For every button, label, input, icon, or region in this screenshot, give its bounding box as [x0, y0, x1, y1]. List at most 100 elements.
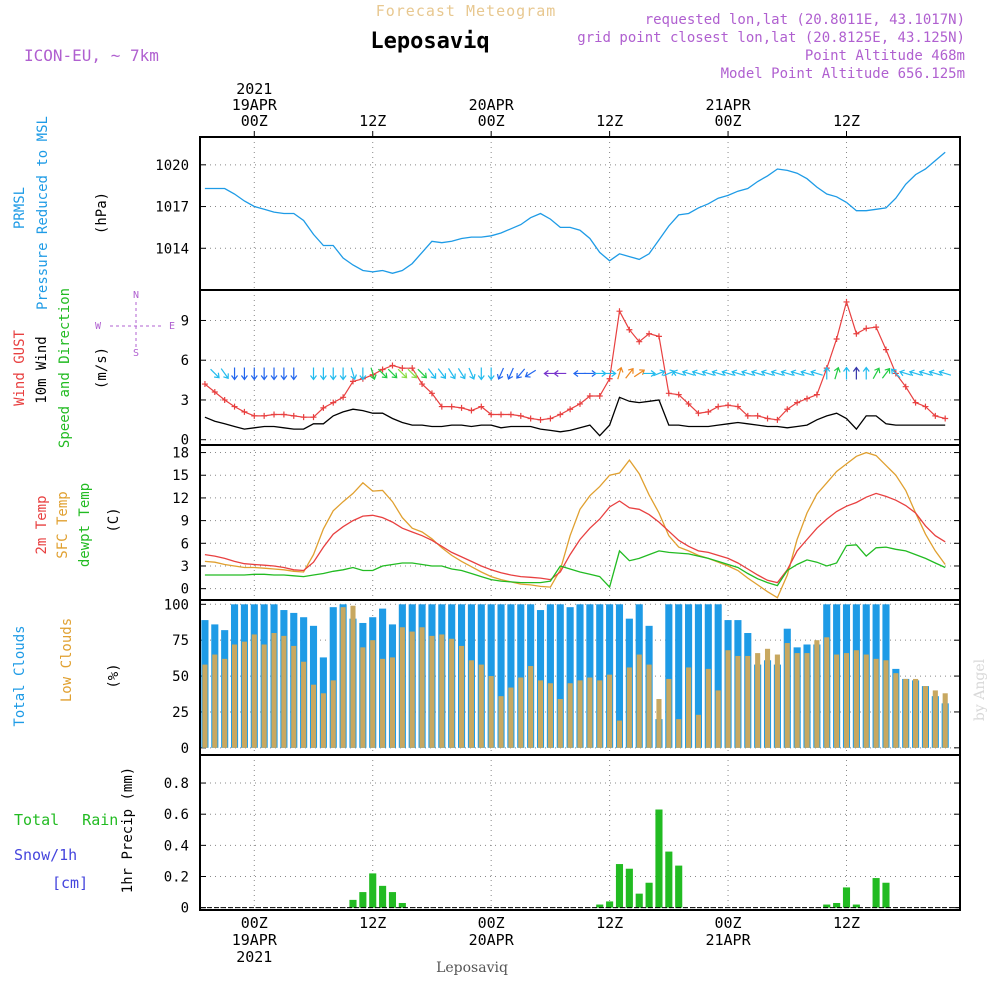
low-cloud-bar	[834, 654, 840, 748]
wind-arrow	[843, 366, 850, 380]
wind-arrow	[671, 369, 685, 377]
gust-marker	[547, 415, 554, 422]
gust-marker	[300, 414, 307, 421]
low-cloud-bar	[399, 627, 405, 748]
wind-arrow	[616, 366, 624, 380]
y-tick-label: 50	[172, 669, 189, 685]
gust-marker	[448, 403, 455, 410]
wind-arrow	[770, 369, 784, 377]
low-cloud-bar	[942, 693, 948, 748]
panel-frame	[199, 754, 961, 911]
total-cloud-bar	[556, 604, 564, 748]
gust-marker	[586, 392, 593, 399]
bottom-tick-label: 21APR	[705, 931, 751, 949]
low-cloud-bar	[883, 660, 889, 748]
wind-10m-line	[204, 396, 946, 437]
rain-bar	[842, 887, 851, 908]
rain-bar	[872, 878, 880, 908]
gust-marker	[646, 330, 653, 337]
low-cloud-bar	[380, 658, 386, 748]
wind-arrow	[872, 367, 881, 379]
low-cloud-bar	[804, 653, 810, 748]
gust-marker	[922, 403, 929, 410]
y-tick-label: 18	[172, 446, 189, 462]
top-tick-label: 20APR	[469, 96, 515, 114]
gust-marker	[389, 362, 396, 369]
precip-panel: Total Rain Snow/1h [cm] 1hr Precip (mm) …	[14, 754, 961, 917]
low-cloud-bar	[745, 655, 751, 748]
top-tick-label: 00Z	[715, 112, 742, 130]
gust-marker	[744, 412, 751, 419]
low-cloud-bar	[202, 664, 208, 748]
gust-marker	[636, 338, 643, 345]
panel-frame	[199, 444, 961, 601]
gust-marker	[537, 416, 544, 423]
wind-10m-label: 10m Wind	[34, 336, 50, 403]
rain-bar	[823, 904, 831, 908]
wind-arrow	[918, 369, 932, 377]
gust-marker	[655, 333, 662, 340]
wind-gust-label: Wind GUST	[12, 330, 28, 406]
low-cloud-bar	[488, 676, 494, 748]
y-tick-label: 0.8	[164, 776, 189, 792]
gust-marker	[280, 411, 287, 418]
low-cloud-bar	[241, 641, 247, 748]
gust-marker	[517, 412, 524, 419]
wind-arrow	[833, 366, 841, 380]
low-cloud-bar	[557, 699, 563, 748]
wind-arrow	[750, 369, 764, 377]
rain-label: Total Rain	[14, 811, 118, 829]
y-tick-label: 0.2	[164, 870, 189, 886]
wind-arrow	[823, 366, 831, 380]
low-cloud-bar	[310, 684, 317, 748]
low-cloud-bar	[360, 647, 366, 748]
y-tick-label: 6	[181, 353, 189, 369]
rain-bar	[882, 882, 890, 908]
low-cloud-bar	[449, 638, 455, 748]
y-tick-label: 6	[181, 536, 189, 552]
low-cloud-bar	[508, 687, 514, 748]
footer-location: Leposaviq	[436, 960, 508, 976]
low-cloud-bar	[814, 640, 820, 748]
low-cloud-bar	[370, 640, 376, 748]
low-cloud-bar	[784, 643, 790, 748]
pressure-panel: PRMSL Pressure Reduced to MSL (hPa) 1014…	[12, 116, 961, 310]
gust-marker	[261, 412, 268, 419]
pressure-line	[204, 151, 946, 274]
pressure-label-2: Pressure Reduced to MSL	[35, 116, 51, 310]
low-cloud-bar	[794, 653, 800, 748]
gust-marker	[596, 392, 603, 399]
temp-sfc-line	[204, 451, 946, 599]
low-cloud-bar	[350, 605, 356, 748]
y-tick-label: 15	[172, 468, 189, 484]
gust-marker	[231, 403, 238, 410]
bottom-tick-label: 00Z	[478, 914, 505, 932]
rain-bar	[615, 864, 624, 908]
gust-marker	[725, 402, 732, 409]
gust-marker	[784, 406, 791, 413]
gust-marker	[853, 330, 860, 337]
rain-bar	[596, 904, 604, 908]
wind-arrow	[810, 369, 823, 377]
requested-coords: requested lon,lat (20.8011E, 43.1017N)	[645, 12, 965, 28]
low-cloud-bar	[439, 634, 445, 748]
y-tick-label: 100	[164, 597, 189, 613]
low-cloud-bar	[824, 637, 830, 748]
wind-arrow	[908, 369, 922, 377]
y-tick-label: 25	[172, 705, 189, 721]
compass-e: E	[169, 321, 175, 332]
grid-point-coords: grid point closest lon,lat (20.8125E, 43…	[577, 30, 965, 46]
low-cloud-bar	[656, 699, 662, 748]
temperature-panel: 2m Temp SFC Temp dewpt Temp (C) 0 3 6 9 12 15…	[34, 444, 961, 601]
y-tick-label: 1017	[155, 200, 189, 216]
wind-arrow	[691, 369, 705, 377]
wind-arrow	[477, 367, 485, 381]
y-tick-label: 9	[181, 313, 189, 329]
total-cloud-bar	[536, 610, 545, 748]
wind-units: (m/s)	[94, 347, 110, 389]
gust-marker	[438, 403, 445, 410]
wind-arrow	[524, 369, 537, 378]
rain-bar	[655, 809, 663, 908]
